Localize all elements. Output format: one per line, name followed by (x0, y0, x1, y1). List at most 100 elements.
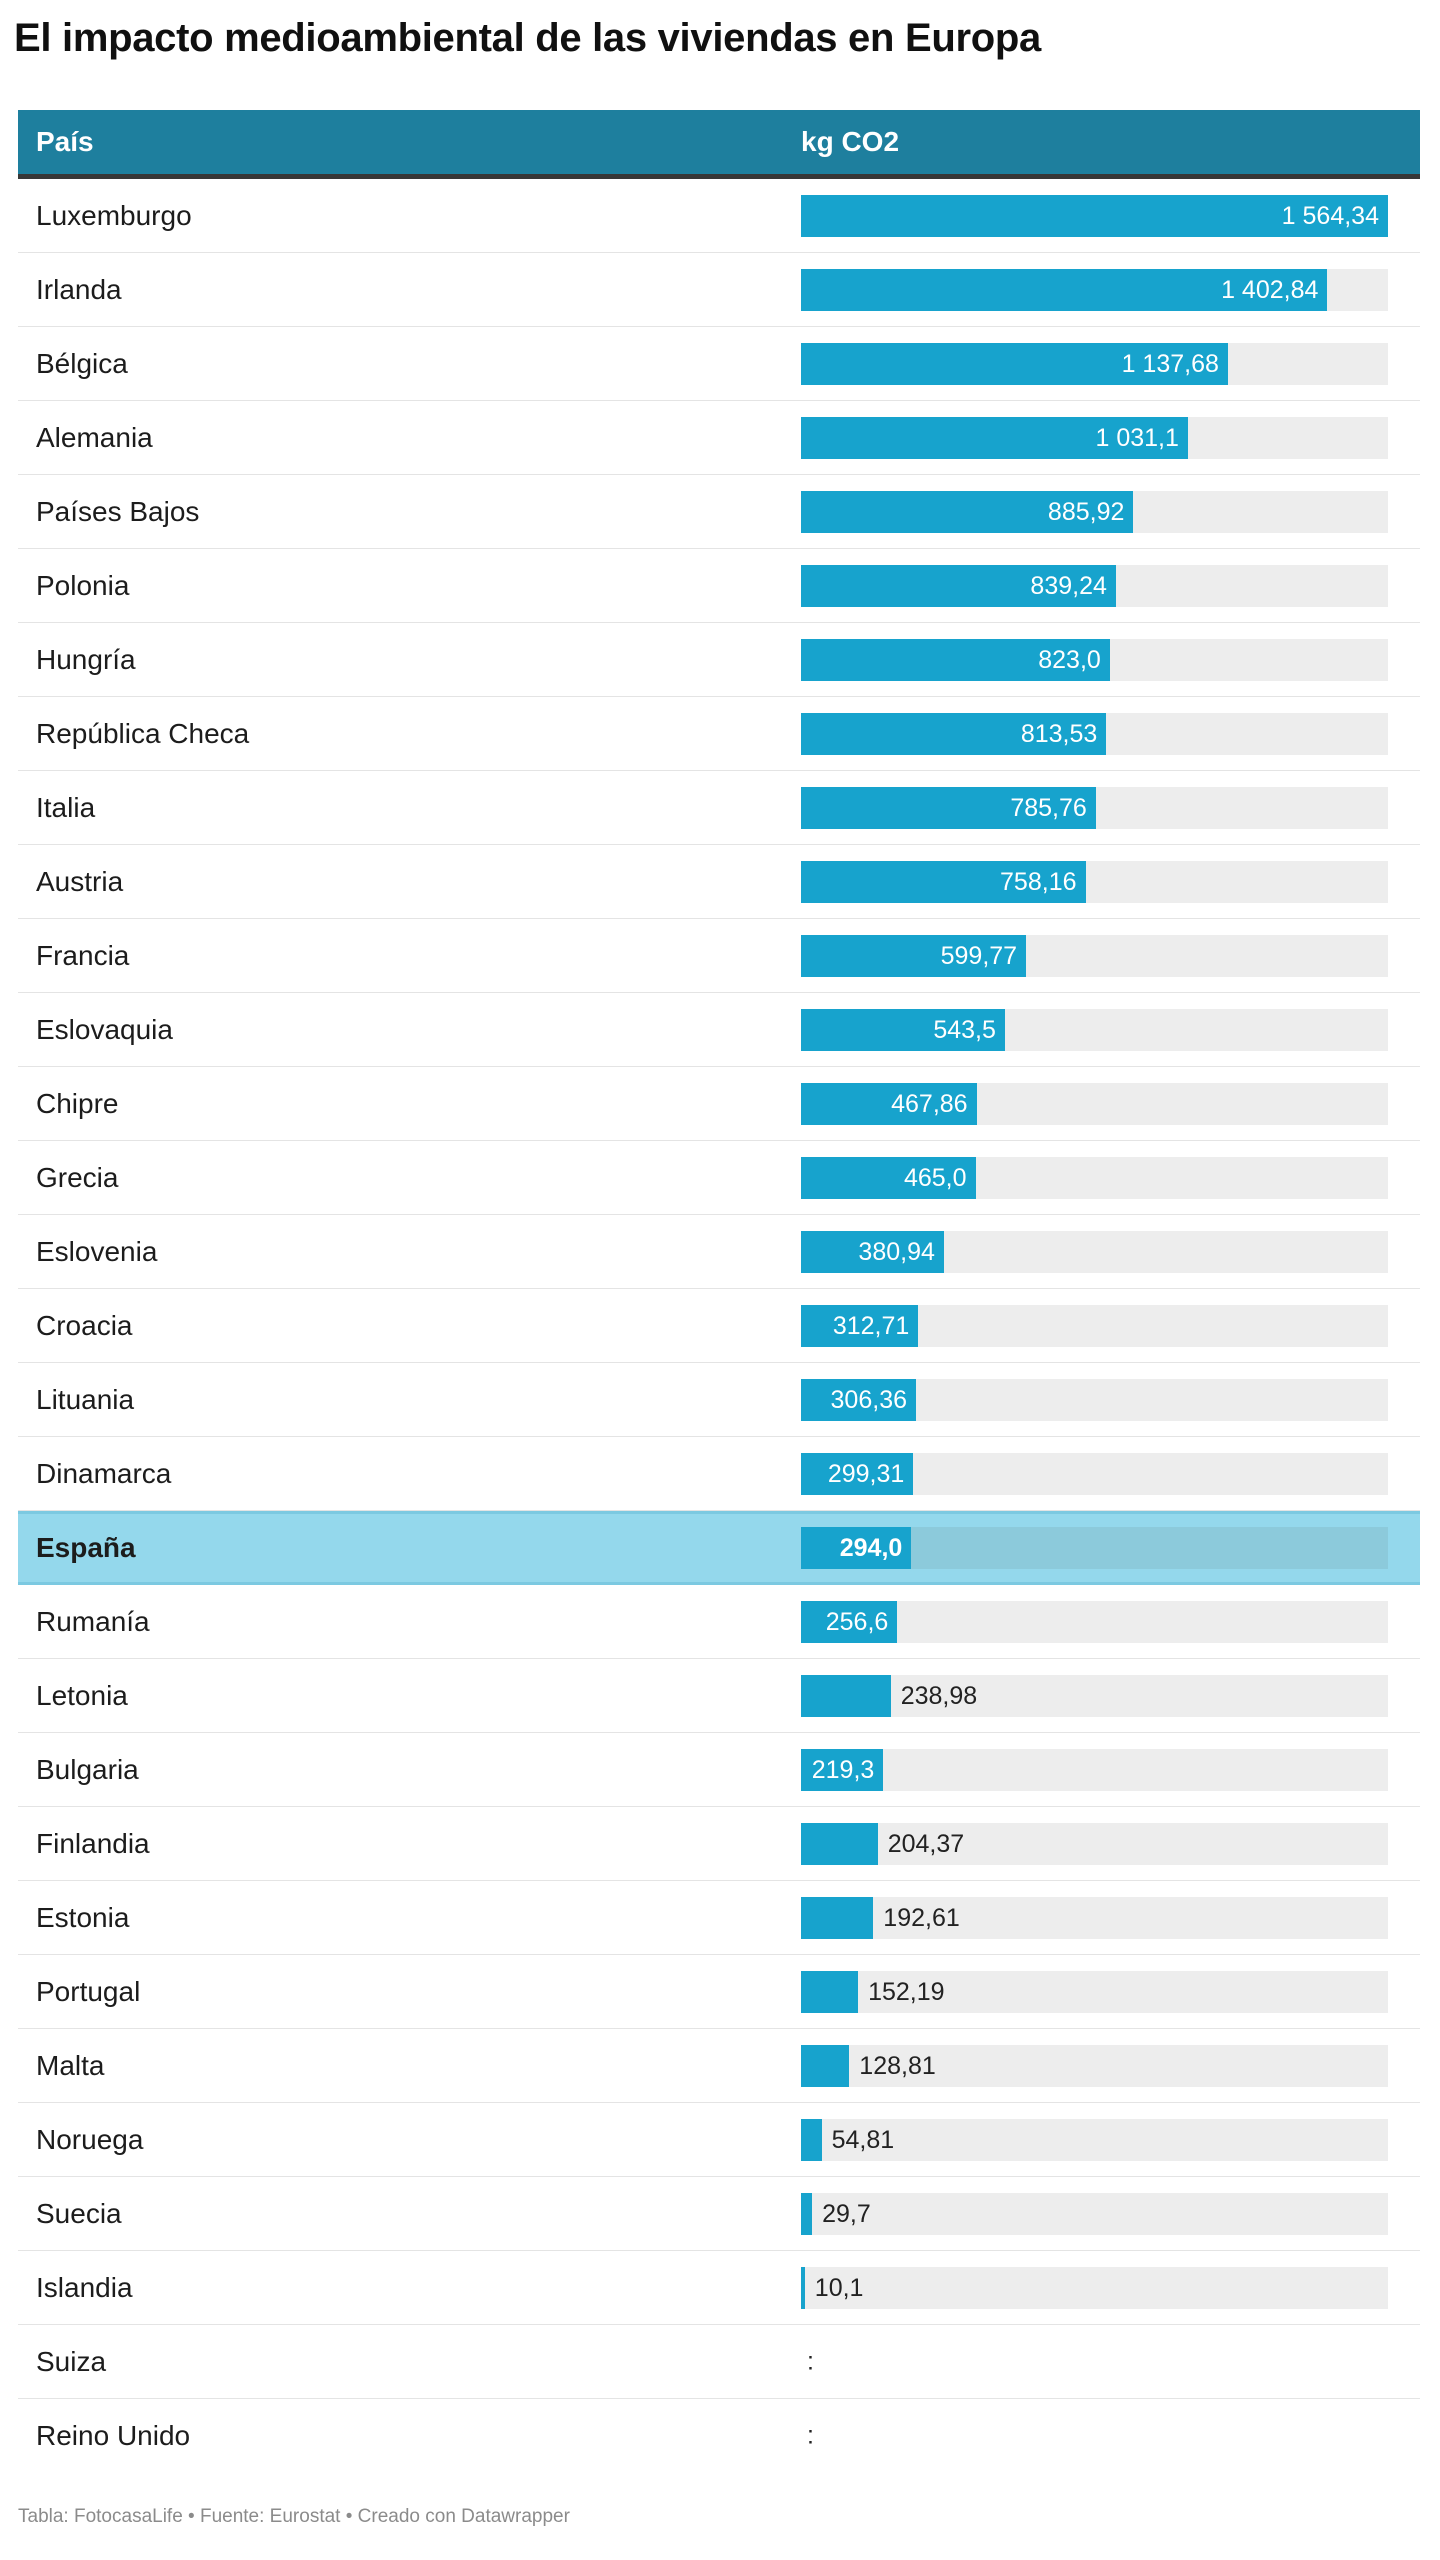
country-label: Eslovenia (36, 1235, 158, 1267)
country-label: Eslovaquia (36, 1013, 173, 1045)
co2-table: País kg CO2 Luxemburgo 1 564,34 Irlanda 1 4… (18, 110, 1420, 2473)
bar-cell: 128,81 (801, 2044, 1388, 2087)
bar-cell: 467,86 (801, 1082, 1388, 1125)
bar-value-label: 465,0 (903, 1163, 967, 1192)
header-country: País (36, 126, 94, 157)
bar-value-label: 758,16 (1000, 867, 1077, 896)
bar-cell: 599,77 (801, 934, 1388, 977)
bar-track: 785,76 (801, 786, 1388, 829)
country-label: Países Bajos (36, 495, 200, 527)
table-row: Rumanía 256,6 (18, 1585, 1420, 1659)
bar-track: 1 402,84 (801, 268, 1388, 311)
bar-track: 312,71 (801, 1304, 1388, 1347)
bar-value-label: 785,76 (1010, 793, 1087, 822)
bar: 219,3 (801, 1748, 884, 1791)
bar: 312,71 (801, 1304, 919, 1347)
bar-value-label: 204,37 (887, 1829, 965, 1858)
country-label: Bulgaria (36, 1753, 139, 1785)
country-label: Lituania (36, 1383, 135, 1415)
bar-track: 813,53 (801, 712, 1388, 755)
table-row: Islandia 10,1 (18, 2251, 1420, 2325)
table-row: Dinamarca 299,31 (18, 1437, 1420, 1511)
bar (801, 2192, 813, 2235)
bar (801, 1674, 891, 1717)
bar-track: 599,77 (801, 934, 1388, 977)
bar-track: 467,86 (801, 1082, 1388, 1125)
no-data-label: : (807, 2421, 814, 2450)
table-row: Eslovenia 380,94 (18, 1215, 1420, 1289)
bar-cell: 256,6 (801, 1600, 1388, 1643)
country-label: Rumanía (36, 1605, 150, 1637)
bar: 839,24 (801, 564, 1116, 607)
bar-track: 380,94 (801, 1230, 1388, 1273)
bar: 599,77 (801, 934, 1027, 977)
bar-value-label: 813,53 (1020, 719, 1098, 748)
header-value: kg CO2 (801, 126, 900, 157)
country-label: Hungría (36, 643, 136, 675)
bar-value-label: 238,98 (900, 1681, 978, 1710)
table-row: Suecia 29,7 (18, 2177, 1420, 2251)
bar-track: 54,81 (801, 2118, 1388, 2161)
bar: 1 564,34 (801, 194, 1388, 237)
country-label: Letonia (36, 1679, 128, 1711)
bar: 467,86 (801, 1082, 977, 1125)
bar (801, 2266, 805, 2309)
bar-value-label: 299,31 (827, 1459, 905, 1488)
table-row: Francia 599,77 (18, 919, 1420, 993)
bar-value-label: 256,6 (825, 1607, 889, 1636)
country-label: Polonia (36, 569, 130, 601)
country-label: Chipre (36, 1087, 119, 1119)
bar-cell: 238,98 (801, 1674, 1388, 1717)
table-row: Finlandia 204,37 (18, 1807, 1420, 1881)
table-row: Polonia 839,24 (18, 549, 1420, 623)
country-label: Dinamarca (36, 1457, 172, 1489)
bar-value-label: 294,0 (839, 1534, 903, 1562)
table-row: Irlanda 1 402,84 (18, 253, 1420, 327)
table-row: República Checa 813,53 (18, 697, 1420, 771)
bar-track: 823,0 (801, 638, 1388, 681)
table-row: Estonia 192,61 (18, 1881, 1420, 1955)
bar-value-label: 1 402,84 (1221, 275, 1319, 304)
table-row: Lituania 306,36 (18, 1363, 1420, 1437)
table-row: Luxemburgo 1 564,34 (18, 179, 1420, 253)
country-label: Luxemburgo (36, 199, 192, 231)
country-label: Finlandia (36, 1827, 150, 1859)
bar-track: 192,61 (801, 1896, 1388, 1939)
table-row: Países Bajos 885,92 (18, 475, 1420, 549)
bar (801, 2118, 822, 2161)
bar-value-label: 306,36 (830, 1385, 907, 1414)
bar-value-label: 885,92 (1047, 497, 1125, 526)
bar-track: 152,19 (801, 1970, 1388, 2013)
bar (801, 1896, 874, 1939)
table-row: Chipre 467,86 (18, 1067, 1420, 1141)
bar (801, 2044, 850, 2087)
bar-cell: 1 031,1 (801, 416, 1388, 459)
bar: 1 402,84 (801, 268, 1328, 311)
bar: 256,6 (801, 1600, 898, 1643)
bar-cell: 785,76 (801, 786, 1388, 829)
table-row: Malta 128,81 (18, 2029, 1420, 2103)
bar (801, 1822, 878, 1865)
country-label: Italia (36, 791, 96, 823)
bar-cell: 219,3 (801, 1748, 1388, 1791)
country-label: Islandia (36, 2271, 133, 2303)
bar-track: 885,92 (801, 490, 1388, 533)
bar-track: 465,0 (801, 1156, 1388, 1199)
country-label: Francia (36, 939, 130, 971)
bar-value-label: 467,86 (891, 1089, 968, 1118)
bar-cell: 1 402,84 (801, 268, 1388, 311)
bar-cell: 758,16 (801, 860, 1388, 903)
bar-cell: 204,37 (801, 1822, 1388, 1865)
bar-track: 1 564,34 (801, 194, 1388, 237)
bar-track: 256,6 (801, 1600, 1388, 1643)
bar-value-label: 29,7 (822, 2199, 871, 2228)
bar: 380,94 (801, 1230, 944, 1273)
bar-track: 839,24 (801, 564, 1388, 607)
bar-cell: 380,94 (801, 1230, 1388, 1273)
country-label: Noruega (36, 2123, 144, 2155)
table-row: Letonia 238,98 (18, 1659, 1420, 1733)
bar-value-label: 1 031,1 (1095, 423, 1179, 452)
bar-cell: 813,53 (801, 712, 1388, 755)
bar-track: 29,7 (801, 2192, 1388, 2235)
bar-track: 294,0 (801, 1527, 1388, 1569)
